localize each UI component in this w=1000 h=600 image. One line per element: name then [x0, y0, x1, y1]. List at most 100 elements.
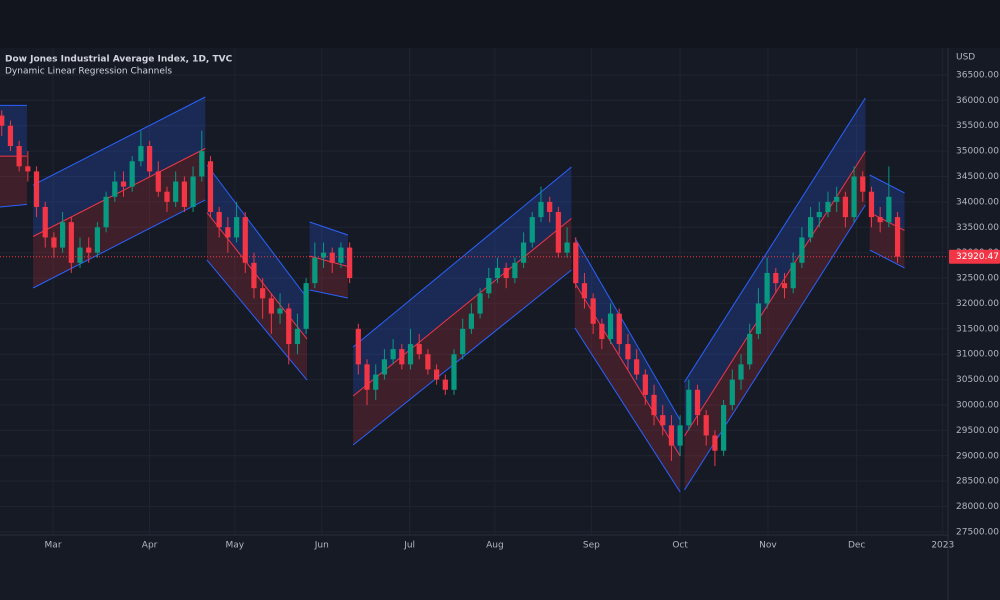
channel-lower-fill — [309, 256, 348, 299]
candle-body — [529, 217, 535, 243]
candle-body — [216, 212, 222, 228]
y-tick-label: 31500.00 — [956, 324, 999, 334]
x-tick-label: Aug — [486, 541, 504, 551]
candle-body — [286, 308, 292, 345]
candle-body — [399, 349, 405, 365]
top-bar — [0, 0, 1000, 48]
candle-body — [225, 227, 231, 238]
candle-body — [381, 359, 388, 375]
channel-mid-line — [32, 148, 206, 237]
candle-body — [781, 283, 788, 289]
candle-body — [668, 425, 675, 446]
candle-body — [251, 262, 257, 289]
candle-body — [233, 217, 240, 238]
candle-body — [25, 166, 31, 172]
candle-body — [77, 247, 83, 263]
candle-body — [320, 252, 327, 258]
y-tick-label: 29000.00 — [956, 451, 999, 461]
candle-body — [729, 379, 735, 405]
x-tick-label: Dec — [848, 541, 865, 551]
candle-body — [677, 425, 683, 446]
candle-body — [173, 181, 179, 202]
candle-body — [721, 404, 727, 451]
channel-upper-fill — [353, 166, 572, 397]
y-tick-label: 36000.00 — [956, 96, 999, 106]
channel-lower-fill — [33, 148, 206, 288]
candle-body — [51, 237, 57, 248]
candle-body — [364, 364, 370, 390]
candle-body — [407, 344, 414, 365]
y-tick-label: 32000.00 — [956, 299, 999, 309]
candle-body — [181, 181, 187, 207]
candle-body — [634, 359, 640, 375]
candle-body — [7, 125, 14, 147]
x-tick-label: Apr — [142, 541, 158, 551]
candle-body — [373, 374, 379, 390]
candle-body — [442, 379, 448, 390]
candle-body — [433, 369, 440, 380]
candle-body — [799, 237, 805, 263]
candle-body — [16, 146, 22, 167]
channel-lower-line — [574, 327, 681, 493]
candle-body — [199, 151, 205, 177]
candle-body — [503, 267, 509, 279]
candle-body — [68, 222, 74, 263]
grid — [0, 48, 948, 535]
y-tick-label: 33500.00 — [956, 223, 999, 233]
channel-lower-line — [869, 249, 905, 269]
candles — [0, 110, 901, 466]
y-tick-label: 35000.00 — [956, 147, 999, 157]
y-tick-label: 36500.00 — [956, 70, 999, 80]
candle-body — [538, 201, 544, 218]
candle-body — [329, 252, 335, 263]
candle-body — [129, 161, 135, 187]
candle-body — [468, 313, 474, 329]
channel-lower-line — [309, 289, 348, 299]
candle-body — [260, 288, 266, 299]
candle-body — [712, 435, 718, 451]
candle-body — [190, 176, 196, 207]
candle-body — [807, 217, 814, 238]
x-tick-label: 2023 — [931, 541, 954, 551]
channel-lower-fill — [684, 151, 866, 491]
candle-body — [112, 181, 118, 197]
channel-upper-line — [869, 174, 905, 194]
channel-upper-fill — [0, 105, 27, 157]
channel-upper-line — [206, 164, 308, 299]
candle-body — [686, 389, 692, 426]
candle-body — [207, 161, 214, 213]
x-tick-label: Sep — [583, 541, 600, 551]
candle-body — [512, 262, 518, 279]
candle-body — [825, 201, 831, 213]
channel-upper-fill — [206, 165, 308, 339]
candle-body — [616, 313, 622, 345]
y-tick-label: 28000.00 — [956, 502, 999, 512]
candle-body — [486, 278, 492, 294]
candle-body — [277, 308, 283, 314]
x-tick-label: Mar — [45, 541, 62, 551]
chart-title: Dow Jones Industrial Average Index, 1D, … — [5, 55, 233, 65]
candle-body — [747, 333, 753, 365]
axes: 27500.00 28000.00 28500.00 29000.00 29500.00… — [45, 70, 1000, 550]
x-tick-label: May — [226, 541, 245, 551]
channel-lower-line — [0, 203, 28, 208]
y-tick-label: 34500.00 — [956, 172, 999, 182]
candle-body — [520, 242, 527, 263]
candle-body — [581, 283, 588, 299]
candle-body — [660, 415, 666, 426]
y-tick-label: 27500.00 — [956, 527, 999, 537]
candle-body — [103, 196, 109, 228]
candle-body — [816, 212, 822, 218]
candle-body — [573, 242, 579, 284]
x-tick-label: Jun — [314, 541, 329, 551]
last-price-tag — [949, 249, 1000, 264]
y-tick-label: 30500.00 — [956, 375, 999, 385]
candle-body — [94, 227, 101, 253]
channel-upper-fill — [684, 98, 866, 436]
candle-body — [294, 328, 301, 345]
candle-body — [303, 283, 309, 329]
candle-body — [338, 247, 344, 263]
candle-body — [790, 262, 796, 289]
candle-body — [868, 191, 875, 218]
